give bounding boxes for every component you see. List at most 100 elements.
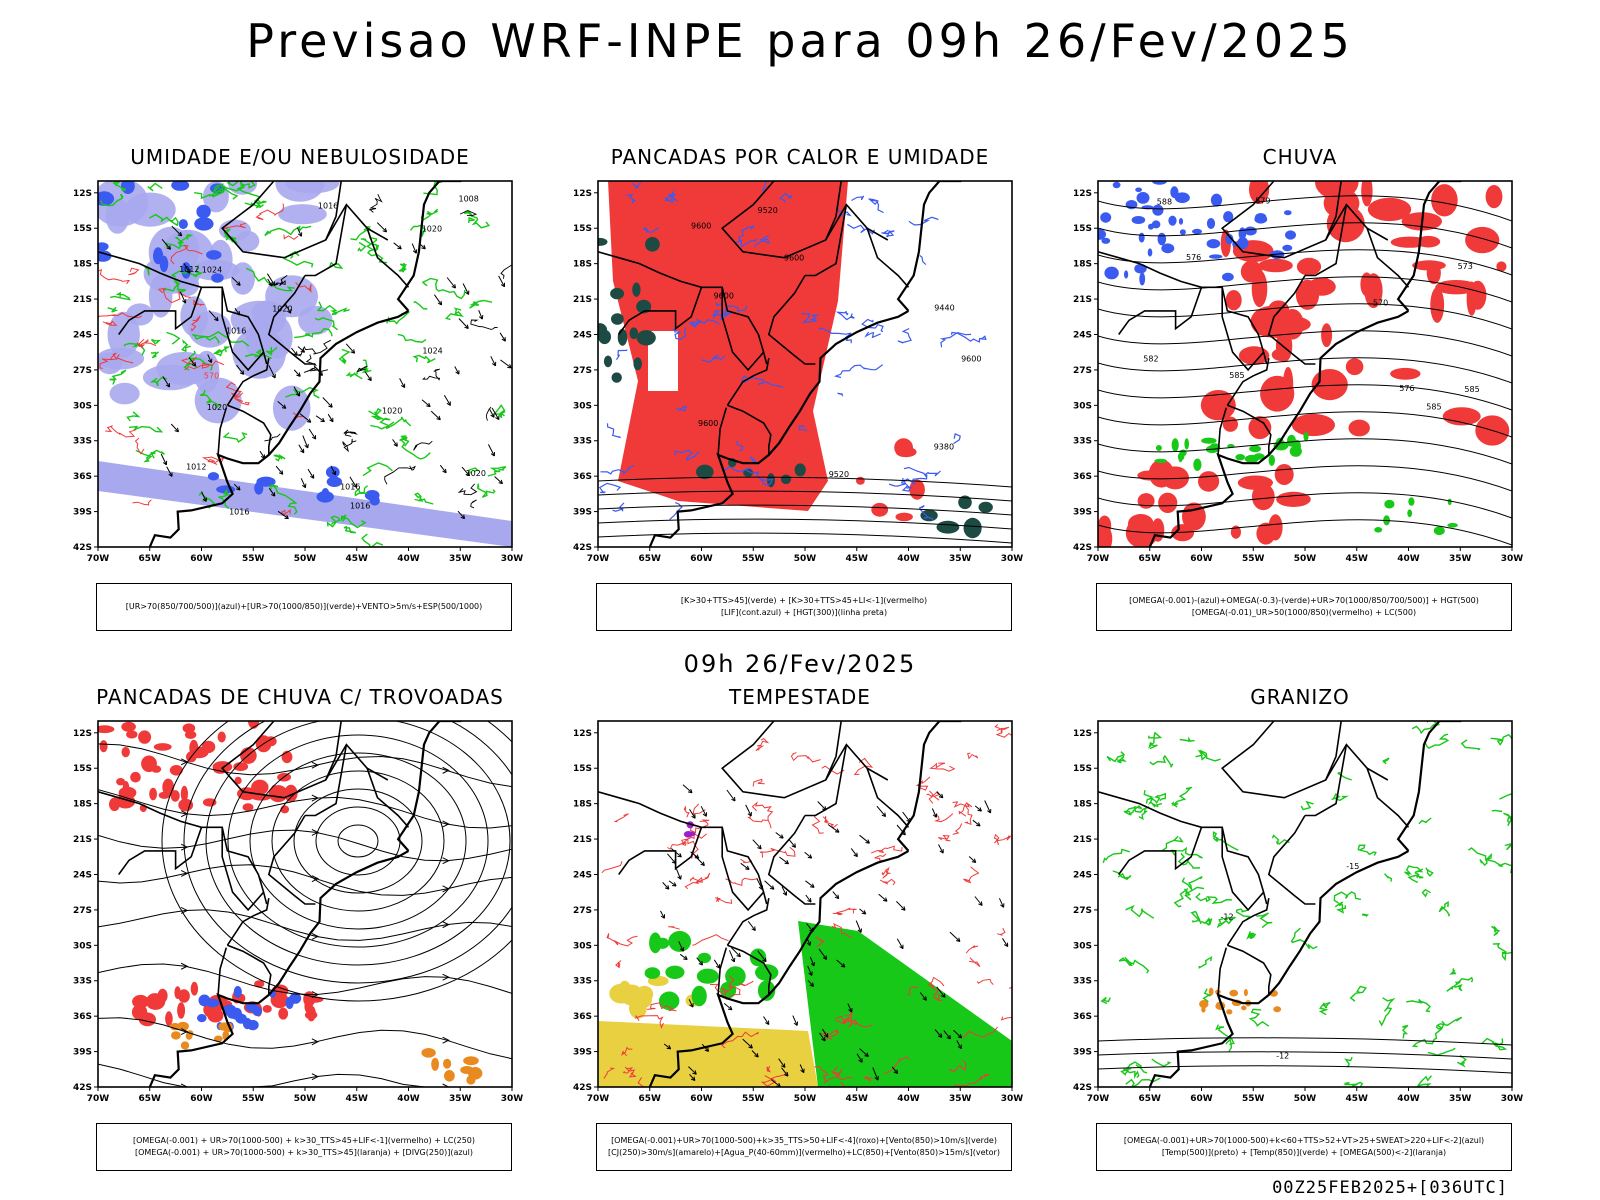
wind-vector [439,464,447,474]
wind-vector [878,893,888,902]
storm-orange-area [170,1022,180,1031]
storm-red-area [233,762,249,772]
wind-vector [491,407,500,420]
storm-red-area [153,743,172,751]
wind-vector [688,999,694,1008]
wind-vector [832,891,840,899]
contour-label: 579 [1255,196,1270,205]
x-tick-label: 50W [1294,554,1317,564]
wind-vector-head [882,897,888,902]
humidity-green-contour [357,241,367,252]
wind-vector-head [893,1069,899,1074]
wind-vector [170,423,179,433]
lif-contour [864,331,881,339]
wind-vector-head [899,944,904,950]
wind-vector [872,1067,879,1081]
country-border [305,744,348,817]
y-tick-label: 33S [573,437,592,447]
country-border [717,947,728,995]
temp850-contour [1357,844,1377,856]
rain-blue-area [1135,187,1142,193]
humidity-green-contour [397,333,427,343]
instability-red-area [856,476,865,485]
precip-water-contour [996,927,1006,936]
humidity-green-contour [223,228,238,244]
humidity-green-contour [401,439,431,460]
rain-blue-area [1152,181,1167,185]
humidity-green-contour [343,525,356,534]
map-plot: -12 -15 -12 12S 15S 18S 21S 24S 27S 30S 33S 36S 39S 4… [1073,720,1523,1104]
x-tick-label: 55W [242,554,265,564]
coastline [896,721,962,852]
temp850-contour [1411,721,1441,735]
stream-arrow [311,794,320,802]
wind-vector [700,806,707,817]
y-tick-label: 30S [1073,401,1092,411]
legend-line: [OMEGA(-0.001)-(azul)+OMEGA(-0.3)-(verde… [1129,596,1479,605]
wind-vector-head [976,822,981,827]
x-tick-label: 40W [1397,1094,1420,1104]
temp850-contour [1427,1047,1456,1056]
rain-blue-area [1168,215,1177,226]
wind-vector-head [757,844,762,850]
country-border [1324,721,1342,781]
humidity-green-contour [187,350,214,371]
country-border [267,815,316,905]
precip-water-contour [606,933,638,947]
wind-vector [974,896,983,906]
y-tick-label: 36S [573,472,592,482]
wind-vector-head [329,417,334,423]
humidity-high-area [251,300,284,326]
pressure-isobar [422,368,441,381]
country-border [824,181,842,241]
country-border [1118,827,1203,875]
humidity-blue-area [206,250,222,260]
humidity-green-contour [213,183,262,202]
wind-vector-head [679,947,685,952]
wind-vector [315,415,325,423]
wind-vector [399,378,406,388]
rain-blue-area [1206,218,1216,229]
lif-contour [612,502,625,512]
lif-contour [801,313,819,324]
pressure-isobar [459,210,478,217]
temp500-contour [1098,1037,1512,1046]
rain-red-area [1250,305,1293,338]
contour-label: 9600 [698,419,718,428]
humidity-green-contour [493,404,506,419]
humidity-blue-area [207,472,220,481]
wind-vector [678,941,684,952]
temp850-contour [1118,956,1150,974]
wind-vector-head [287,309,292,314]
map-plot: 9600 9600 9600 9600 9520 9440 9380 9520 9600 12S 1… [573,180,1023,564]
wind-vector-head [857,928,862,933]
wind-vector [747,920,756,931]
rain-red-area [1321,379,1344,398]
country-border [221,181,389,259]
wind-vector-head [747,811,752,817]
pressure-isobar [303,366,329,373]
temp850-contour [1235,908,1251,921]
country-border [1305,744,1348,817]
wind-vector [679,953,688,960]
wind-vector [392,439,398,447]
instability-green-area [645,237,660,252]
humidity-green-contour [163,279,186,293]
wind-vector-head [412,249,418,254]
wind-vector [1002,938,1009,947]
lif-contour [881,229,895,238]
humidity-green-contour [192,334,220,344]
rain-red-area [1412,260,1446,271]
x-tick-label: 60W [190,554,213,564]
rain-blue-area [1209,254,1223,259]
rain-red-area [1296,257,1322,276]
stream-arrow [180,907,189,914]
x-tick-label: 50W [794,554,817,564]
rain-blue-area [1152,204,1164,216]
temp850-contour [1418,998,1431,1013]
contour-label: 1012 [186,462,206,471]
precip-water-contour [995,727,1012,738]
wind-vector-head [677,875,682,880]
wind-vector [778,1058,786,1068]
red-dashed-contour [280,509,291,516]
